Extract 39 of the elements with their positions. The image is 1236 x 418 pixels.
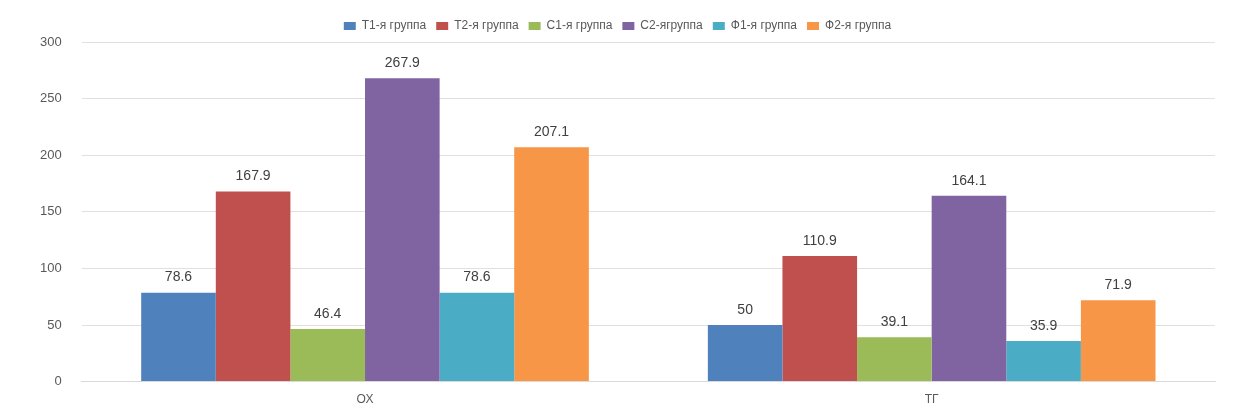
data-label: 35.9 xyxy=(1029,316,1058,333)
y-tick-label: 100 xyxy=(39,259,62,275)
y-tick-label: 250 xyxy=(39,90,62,106)
x-tick-label: ОХ xyxy=(356,392,374,407)
data-label: 39.1 xyxy=(880,313,909,330)
x-tick-label: ТГ xyxy=(924,392,940,407)
bar xyxy=(707,325,783,382)
legend-label: Ф2-я группа xyxy=(825,18,892,33)
y-tick-label: 300 xyxy=(39,33,62,49)
legend-label: Ф1-я группа xyxy=(730,18,798,33)
bar xyxy=(857,337,932,382)
bar xyxy=(1006,340,1081,382)
y-tick-label: 0 xyxy=(54,373,62,389)
data-label: 207.1 xyxy=(534,123,570,140)
legend-label: С2-ягруппа xyxy=(640,18,704,33)
bar xyxy=(514,147,589,382)
data-label: 110.9 xyxy=(802,231,837,248)
data-label: 71.9 xyxy=(1104,276,1133,293)
bar xyxy=(141,292,216,382)
legend-label: С1-я группа xyxy=(546,18,613,33)
bar xyxy=(365,78,440,382)
y-tick-label: 150 xyxy=(39,203,62,219)
legend-label: Т1-я группа xyxy=(361,18,427,33)
bar xyxy=(290,329,366,382)
data-label: 167.9 xyxy=(235,167,271,184)
data-label: 78.6 xyxy=(164,268,193,285)
bar xyxy=(215,191,291,382)
y-tick-label: 50 xyxy=(47,316,62,332)
y-tick-label: 200 xyxy=(39,146,62,162)
data-label: 164.1 xyxy=(951,171,987,188)
data-label: 267.9 xyxy=(384,54,421,71)
bar xyxy=(1080,300,1156,382)
data-label: 46.4 xyxy=(314,304,342,321)
data-label: 78.6 xyxy=(463,268,491,285)
bar xyxy=(782,256,858,382)
data-label: 50 xyxy=(737,300,754,317)
bar xyxy=(439,292,515,382)
legend-label: Т2-я группа xyxy=(454,18,519,33)
bar xyxy=(931,195,1007,382)
